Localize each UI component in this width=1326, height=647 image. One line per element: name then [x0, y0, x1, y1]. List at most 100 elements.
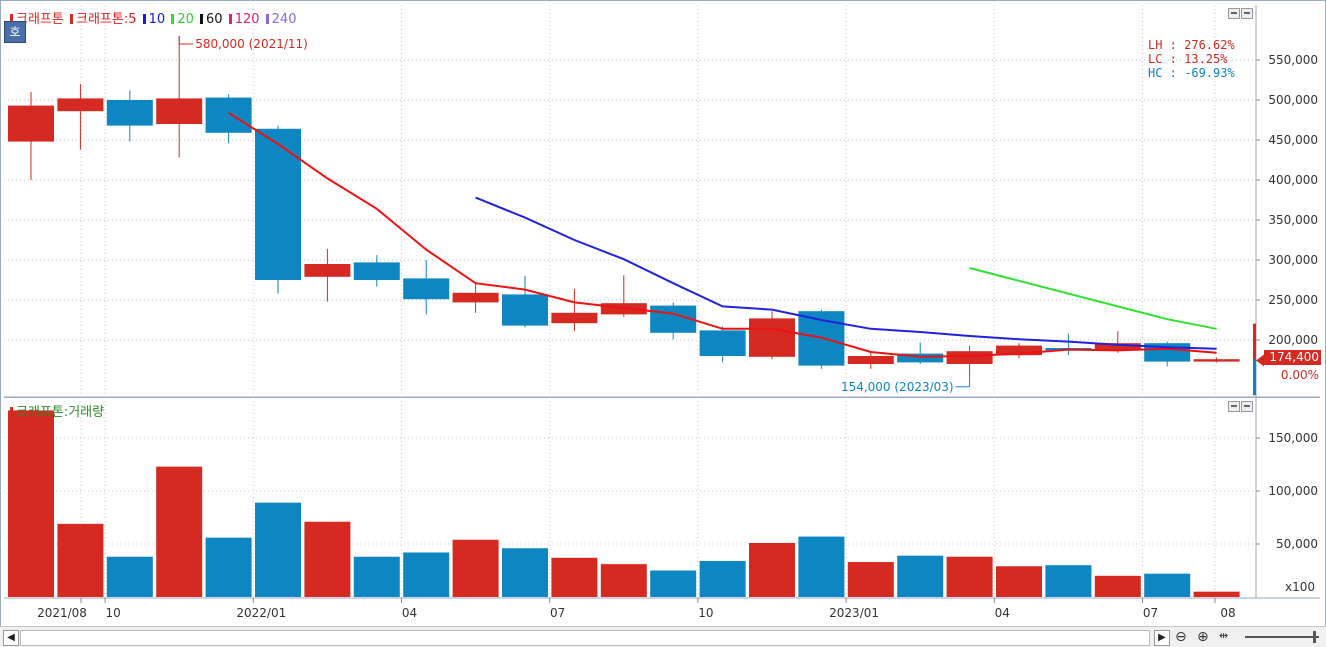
- volume-bar: [205, 537, 252, 597]
- candle-body: [897, 353, 944, 363]
- volume-pane-minimize-button[interactable]: [1228, 401, 1240, 412]
- volume-bar: [452, 539, 499, 597]
- volume-bar: [798, 536, 845, 597]
- candle-body: [996, 345, 1042, 356]
- current-price-tag: 174,400: [1264, 350, 1321, 365]
- price-pane-minimize-button[interactable]: [1228, 8, 1240, 19]
- volume-bar: [897, 555, 944, 597]
- price-pane-maximize-button[interactable]: [1241, 8, 1253, 19]
- volume-bar: [749, 542, 795, 597]
- price-legend: 크래프톤 크래프톤:5 10 20 60 120 240: [8, 8, 296, 27]
- x-tick-label: 10: [698, 606, 713, 620]
- volume-bar: [847, 562, 894, 597]
- stats-box: LH : 276.62% LC : 13.25% HC : -69.93%: [1148, 38, 1235, 80]
- volume-bar: [8, 410, 54, 597]
- candle-body: [353, 262, 400, 280]
- price-tick-label: 350,000: [1268, 213, 1318, 227]
- chart-canvas[interactable]: 200,000 250,000 300,000 350,000 400,000 450,0…: [0, 0, 1326, 626]
- candle-body: [156, 98, 203, 124]
- volume-bar: [106, 556, 153, 597]
- price-tick-label: 550,000: [1268, 53, 1318, 67]
- volume-pane-maximize-button[interactable]: [1241, 401, 1253, 412]
- volume-bar: [1144, 573, 1191, 597]
- volume-bar: [403, 552, 450, 597]
- candle-body: [8, 105, 54, 142]
- volume-unit-label: x100: [1285, 580, 1316, 594]
- x-tick-label: 2022/01: [236, 606, 286, 620]
- price-tick-label: 200,000: [1268, 333, 1318, 347]
- zoom-in-icon[interactable]: ⊕: [1197, 629, 1209, 645]
- candle-body: [57, 98, 104, 112]
- range-bar-up: [1253, 323, 1256, 369]
- volume-bar: [1094, 575, 1141, 597]
- x-tick-label: 07: [1143, 606, 1158, 620]
- volume-tick-label: 150,000: [1268, 431, 1318, 445]
- zoom-slider[interactable]: [1245, 636, 1319, 638]
- candle-body: [106, 100, 153, 126]
- stat-hc: HC : -69.93%: [1148, 66, 1235, 80]
- volume-bar: [255, 502, 301, 597]
- volume-bar: [699, 560, 746, 597]
- range-bar-down: [1253, 359, 1256, 396]
- current-change-tag: 0.00%: [1280, 368, 1319, 382]
- zoom-slider-handle[interactable]: [1313, 631, 1316, 643]
- hoga-button[interactable]: 호: [4, 21, 26, 43]
- current-price-pointer: [1256, 354, 1264, 367]
- scroll-right-button[interactable]: ▶: [1154, 630, 1170, 646]
- volume-bar: [353, 556, 400, 597]
- price-tick-label: 250,000: [1268, 293, 1318, 307]
- candle-body: [847, 356, 894, 364]
- ma10-line: [475, 196, 1217, 350]
- ma20-line: [969, 267, 1217, 330]
- volume-bar: [156, 466, 203, 597]
- candle-body: [502, 294, 548, 326]
- high-annotation: 580,000 (2021/11): [195, 37, 308, 51]
- scroll-left-button[interactable]: ◀: [3, 630, 19, 646]
- legend-ma20: 20: [177, 12, 194, 27]
- zoom-out-icon[interactable]: ⊖: [1175, 629, 1187, 645]
- candle-body: [1193, 359, 1240, 362]
- volume-bar: [1193, 591, 1240, 597]
- x-tick-label: 04: [402, 606, 417, 620]
- x-tick-label: 10: [105, 606, 120, 620]
- price-tick-label: 400,000: [1268, 173, 1318, 187]
- legend-ma240: 240: [271, 12, 297, 27]
- volume-bar: [57, 523, 104, 597]
- ma240-marker-icon: [265, 14, 269, 24]
- volume-tick-label: 100,000: [1268, 484, 1318, 498]
- candle-body: [304, 264, 351, 277]
- legend-ma120: 120: [234, 12, 260, 27]
- candle-body: [452, 292, 499, 303]
- volume-bar: [502, 548, 548, 597]
- legend-stock-name: 크래프톤: [16, 12, 64, 27]
- legend-ma60: 60: [206, 12, 223, 27]
- candle-body: [699, 330, 746, 356]
- legend-volume-name: 크래프톤:거래량: [16, 405, 105, 420]
- candle-body: [1094, 343, 1141, 350]
- volume-bar: [551, 557, 598, 597]
- x-tick-label: 04: [995, 606, 1010, 620]
- bar-spacing-icon[interactable]: ⇹: [1219, 629, 1229, 642]
- bottom-toolbar: ◀ ▶ ⊖ ⊕ ⇹: [0, 626, 1326, 647]
- candle-body: [205, 97, 252, 133]
- volume-bar: [946, 556, 993, 597]
- ma5-line: [228, 111, 1217, 358]
- legend-ma-name: 크래프톤:5: [75, 12, 137, 27]
- series-marker-icon: [10, 407, 13, 417]
- x-tick-label: 2023/01: [829, 606, 879, 620]
- volume-bar: [304, 521, 351, 597]
- volume-bar: [650, 570, 697, 597]
- scroll-track[interactable]: [20, 630, 1150, 646]
- price-tick-label: 300,000: [1268, 253, 1318, 267]
- x-tick-label: 08: [1220, 606, 1235, 620]
- series-marker-icon: [69, 14, 73, 24]
- candle-body: [946, 351, 993, 364]
- volume-bar: [600, 564, 647, 597]
- low-annotation: 154,000 (2023/03): [841, 380, 954, 394]
- ma120-marker-icon: [228, 14, 232, 24]
- price-tick-label: 450,000: [1268, 133, 1318, 147]
- stat-lc: LC : 13.25%: [1148, 52, 1228, 66]
- ma60-marker-icon: [200, 14, 203, 24]
- candle-body: [403, 278, 450, 300]
- price-tick-label: 500,000: [1268, 93, 1318, 107]
